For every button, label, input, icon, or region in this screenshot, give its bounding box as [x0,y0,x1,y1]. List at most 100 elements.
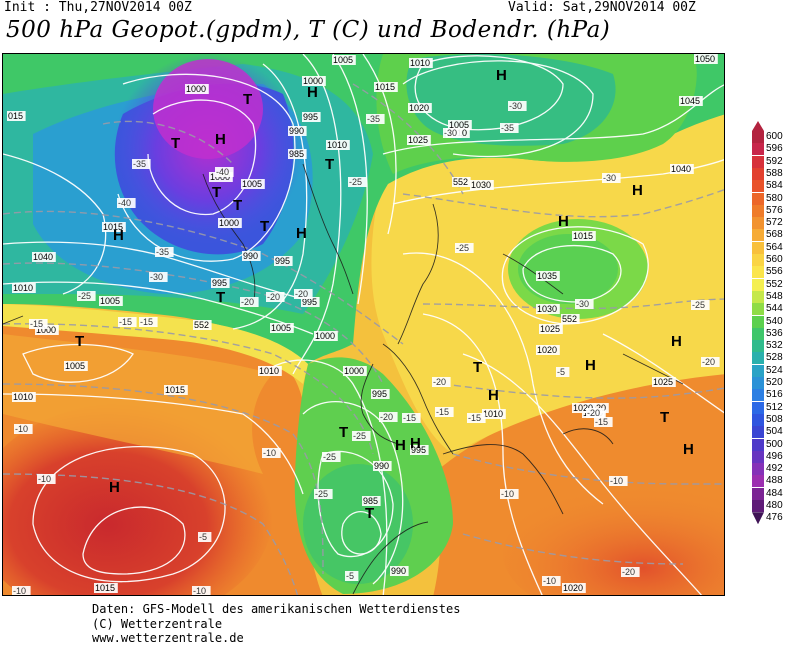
pressure-label: 990 [374,461,389,471]
temperature-label-bg [455,243,474,253]
pressure-label-bg [164,385,188,395]
pressure-label: 1005 [65,361,85,371]
temperature-label: -35 [501,123,514,133]
temperature-label-bg [149,272,168,282]
pressure-center: H [496,67,507,84]
legend-swatch [752,143,764,156]
legend-value: 524 [766,364,783,376]
legend-entry: 584 [752,180,786,193]
legend-value: 500 [766,438,783,450]
pressure-center: H [558,213,569,230]
temperature-label-bg [602,173,621,183]
temperature-label: -20 [622,567,635,577]
pressure-center: T [233,197,242,214]
temperature-label: -20 [241,297,254,307]
temperature-label-bg [609,476,628,486]
legend-value: 564 [766,241,783,253]
legend-entry: 516 [752,389,786,402]
temperature-label-bg [432,377,451,387]
pressure-label: 1000 [219,218,239,228]
temperature-label: -30 [509,101,522,111]
pressure-label: 1005 [100,296,120,306]
temperature-label-bg [139,317,158,327]
temperature-label: -20 [702,357,715,367]
legend-entry: 556 [752,266,786,279]
temperature-label: -10 [38,474,51,484]
pressure-label-bg [409,58,433,68]
temperature-label: -15 [140,317,153,327]
legend-entry: 484 [752,487,786,500]
pressure-label: 1045 [680,96,700,106]
temperature-label-bg [556,367,570,377]
pressure-label-bg [326,140,350,150]
temperature-label-bg [294,289,313,299]
pressure-label-bg [448,120,472,130]
legend-entry: 480 [752,500,786,512]
pressure-center: T [473,359,482,376]
pressure-label: 1020 [537,345,557,355]
temperature-label: -15 [30,319,43,329]
legend-swatch [752,426,764,439]
legend-value: 592 [766,155,783,167]
geopotential-label: 552 [562,314,577,324]
pressure-label: 1050 [695,54,715,64]
pressure-center: H [585,357,596,374]
legend-entry: 568 [752,229,786,242]
pressure-label: 990 [243,251,258,261]
green-cutoff-east-inner [518,234,618,304]
pressure-center: H [113,227,124,244]
pressure-label-bg [94,583,118,593]
legend-value: 484 [766,487,783,499]
pressure-label: 1015 [103,222,123,232]
temperature-label-bg [77,291,96,301]
pressure-center: H [215,131,226,148]
credits-line-3: www.wetterzentrale.de [92,631,244,645]
color-legend: 600 596 592 588 584 580 576 572 568 564 560 556 552 5… [752,121,786,526]
legend-value: 488 [766,475,783,487]
temperature-label-bg [500,489,519,499]
pressure-label: 985 [363,496,378,506]
legend-value: 580 [766,192,783,204]
geopotential-label-bg [561,314,580,324]
pressure-label: 1025 [540,324,560,334]
temperature-label-bg [500,123,519,133]
pressure-label-bg [373,461,392,471]
legend-entry: 540 [752,315,786,328]
temperature-label: -20 [295,289,308,299]
chart-title: 500 hPa Geopot.(gpdm), T (C) und Bodendr… [6,17,611,43]
pressure-label: 1005 [449,120,469,130]
pressure-label: 1010 [410,58,430,68]
pressure-label-bg [572,231,596,241]
legend-swatch [752,315,764,328]
pressure-label: 995 [411,445,426,455]
legend-value: 528 [766,352,783,364]
temperature-label-bg [345,571,359,581]
geopotential-label: 552 [194,320,209,330]
legend-swatch [752,512,764,525]
temperature-label: -35 [367,114,380,124]
legend-entry: 520 [752,377,786,389]
temperature-label: -25 [349,177,362,187]
legend-swatch [752,131,764,143]
pressure-label: 1000 [344,366,364,376]
pressure-label-bg [362,496,381,506]
legend-swatch [752,254,764,266]
temperature-label: -25 [323,452,336,462]
pressure-center: T [243,91,252,108]
temperature-label-bg [117,198,136,208]
temperature-label-bg [366,114,385,124]
legend-entry: 560 [752,254,786,266]
temperature-label: -15 [436,407,449,417]
pressure-label-bg [242,251,261,261]
temperature-label-bg [118,317,137,327]
pressure-label: 1010 [327,140,347,150]
pressure-center: T [660,409,669,426]
legend-value: 556 [766,266,783,278]
legend-value: 596 [766,143,783,155]
pressure-label: 1030 [537,304,557,314]
hot-core-se [503,484,724,595]
legend-swatch [752,401,764,414]
pressure-label: 1010 [13,392,33,402]
temperature-label-bg [594,417,613,427]
pressure-label-bg [470,180,494,190]
